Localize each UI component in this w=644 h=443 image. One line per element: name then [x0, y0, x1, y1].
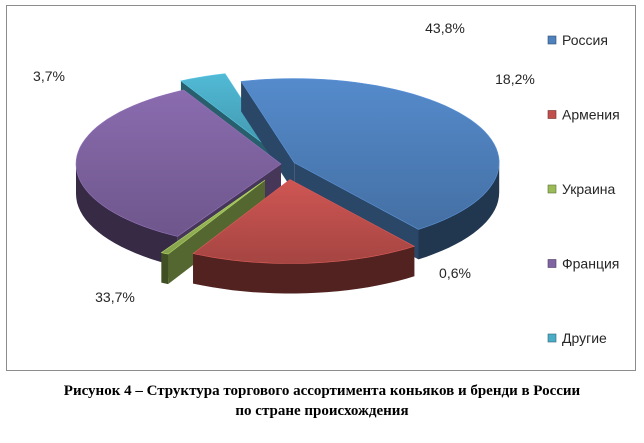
caption-line-2: по стране происхождения — [235, 403, 409, 419]
legend-swatch-Другие — [547, 333, 557, 343]
legend-label-Армения: Армения — [562, 107, 620, 123]
pie-slice-side — [76, 164, 178, 267]
data-label-Россия: 43,8% — [425, 20, 465, 36]
data-label-Другие: 3,7% — [33, 68, 65, 84]
data-label-Армения: 18,2% — [495, 71, 535, 87]
pie-slice-top — [160, 179, 266, 255]
figure-caption: Рисунок 4 – Структура торгового ассортим… — [0, 381, 644, 421]
legend-swatch-Украина — [547, 184, 557, 194]
chart-frame: 43,8% 18,2% 0,6% 33,7% 3,7% Россия Армения Укр… — [6, 5, 636, 371]
pie-chart: 43,8% 18,2% 0,6% 33,7% 3,7% Россия Армения Укр… — [33, 20, 620, 346]
legend-swatch-Армения — [547, 110, 557, 119]
legend-label-Украина: Украина — [562, 181, 616, 197]
legend-swatch-Россия — [547, 35, 557, 45]
pie-slice-side — [418, 162, 500, 260]
pie-slice-top — [75, 89, 282, 237]
legend-label-Франция: Франция — [562, 256, 619, 272]
pie-slice-top — [180, 73, 279, 156]
data-label-Украина: 0,6% — [439, 265, 471, 281]
data-label-Франция: 33,7% — [95, 289, 135, 305]
pie-slice-top — [240, 78, 500, 230]
pie-slice-top — [192, 179, 416, 264]
legend-swatch-Франция — [547, 259, 557, 268]
legend-label-Россия: Россия — [562, 32, 608, 48]
pie-slice-side — [161, 252, 169, 285]
caption-line-1: Рисунок 4 – Структура торгового ассортим… — [63, 383, 581, 399]
pie-slice-wall — [161, 180, 265, 283]
pie-slice-2 — [160, 179, 266, 285]
pie-slice-1 — [192, 179, 416, 294]
pie-slice-0 — [240, 78, 500, 260]
legend-label-Другие: Другие — [562, 330, 607, 346]
pie-slice-side — [193, 246, 415, 294]
